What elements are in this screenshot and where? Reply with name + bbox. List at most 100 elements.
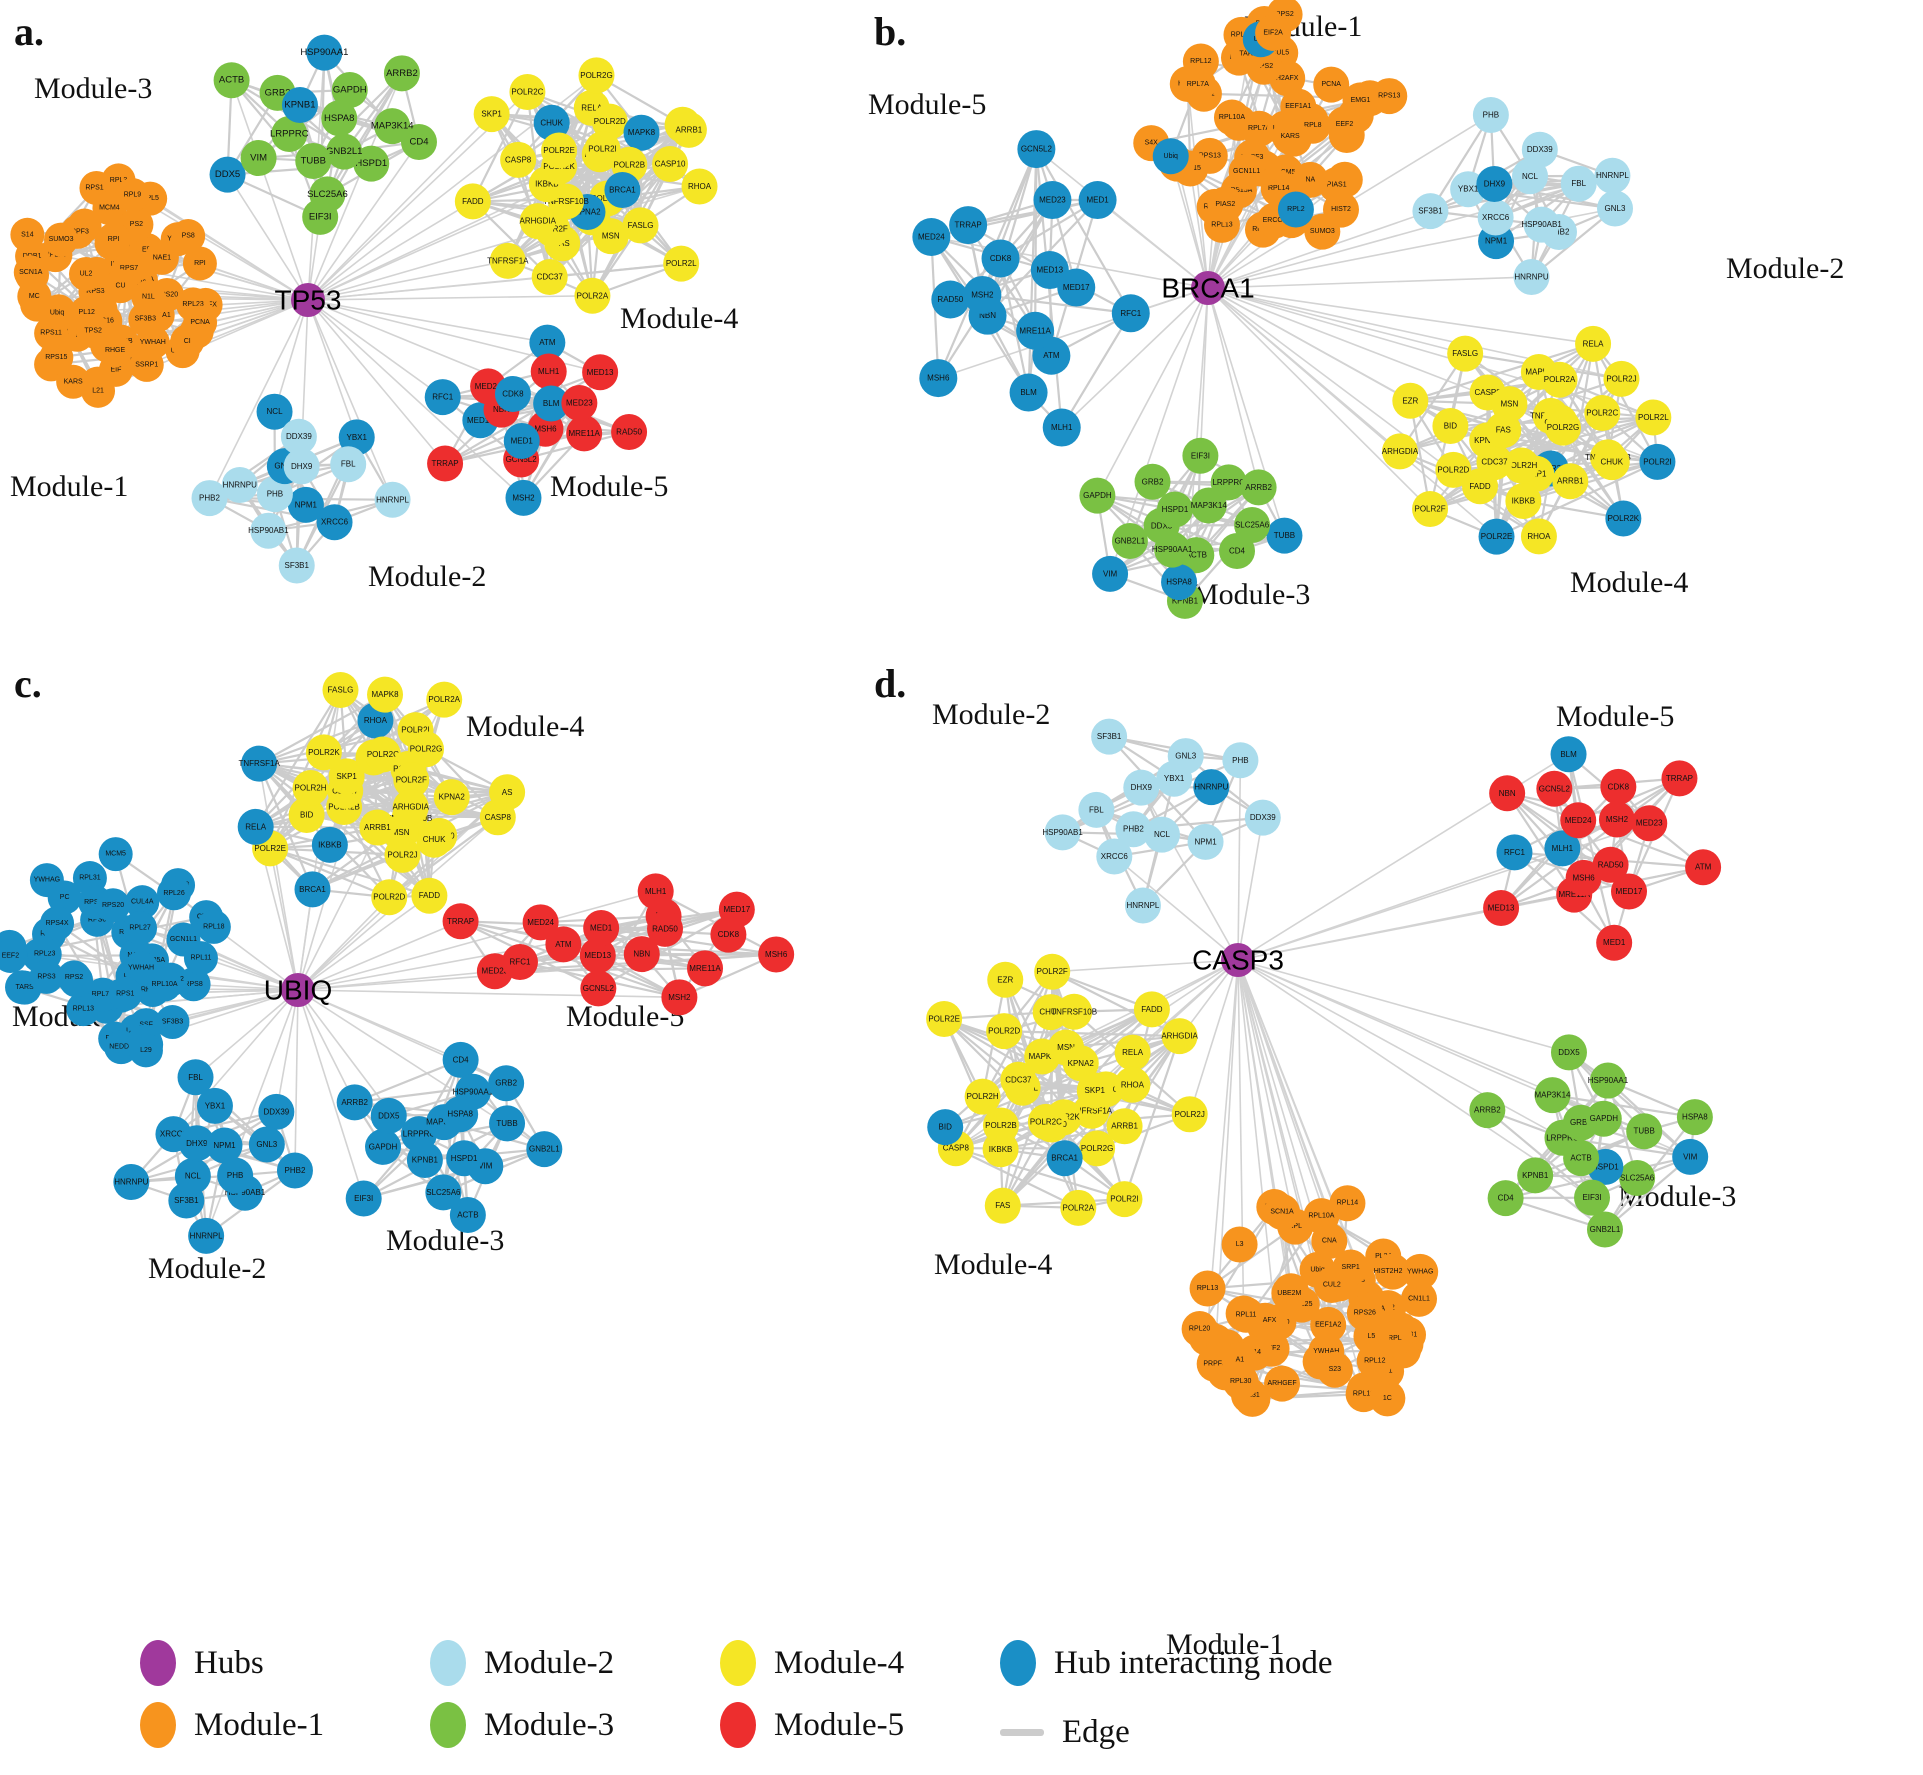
network-node[interactable]: RELA — [1114, 1034, 1151, 1071]
network-node[interactable]: ARRB1 — [1552, 463, 1589, 500]
network-node[interactable]: PC — [47, 880, 82, 915]
network-node[interactable]: IKBKB — [1505, 483, 1542, 520]
network-node[interactable]: FBL — [177, 1059, 214, 1096]
network-node[interactable]: S23 — [1316, 1351, 1353, 1388]
network-node[interactable]: POLR2F — [1412, 491, 1449, 528]
network-node[interactable]: GAPDH — [365, 1128, 402, 1165]
network-node[interactable]: ATM — [1685, 849, 1722, 886]
network-node[interactable]: CD4 — [400, 123, 437, 160]
network-node[interactable]: RPS3 — [29, 959, 64, 994]
network-node[interactable]: HNRNPU — [1513, 258, 1550, 295]
network-node[interactable]: AS — [489, 774, 526, 811]
network-node[interactable]: HSP90AA1 — [300, 34, 348, 71]
network-node[interactable]: HNRNPL — [1594, 157, 1631, 194]
network-node[interactable]: RPS20 — [96, 888, 131, 923]
network-node[interactable]: POLR2K — [305, 734, 342, 771]
network-node[interactable]: YWHAG — [1402, 1253, 1439, 1290]
network-node[interactable]: TPS2 — [76, 314, 111, 349]
network-node[interactable]: TRRAP — [442, 903, 479, 940]
network-node[interactable]: POLR2I — [584, 131, 621, 168]
network-node[interactable]: CD4 — [1487, 1180, 1524, 1217]
network-node[interactable]: NCL — [1143, 816, 1180, 853]
network-node[interactable]: TRRAP — [1661, 760, 1698, 797]
network-node[interactable]: XRCC6 — [1477, 199, 1514, 236]
network-node[interactable]: KPNB1 — [281, 87, 318, 124]
network-node[interactable]: NAE1 — [144, 240, 179, 275]
network-node[interactable]: MED24 — [522, 904, 559, 941]
network-node[interactable]: HSPA8 — [1676, 1099, 1713, 1136]
network-node[interactable]: BRCA1 — [604, 171, 641, 208]
network-node[interactable]: MRE11A — [1016, 311, 1055, 350]
network-node[interactable]: ATM — [529, 324, 566, 361]
network-node[interactable]: VIM — [240, 140, 277, 177]
network-node[interactable]: PHB — [256, 476, 293, 513]
panel-b-hub-node[interactable]: BRCA1 — [1161, 271, 1255, 305]
network-node[interactable]: POLR2E — [541, 132, 578, 169]
network-node[interactable]: DHX9 — [1123, 769, 1160, 806]
network-node[interactable]: SUMO3 — [1304, 213, 1341, 250]
network-node[interactable]: XRCC6 — [1096, 838, 1133, 875]
network-node[interactable]: POLR2D — [371, 879, 408, 916]
network-node[interactable]: CI — [170, 324, 205, 359]
network-node[interactable]: GCN1L1 — [1228, 153, 1265, 190]
network-node[interactable]: CASP8 — [500, 141, 537, 178]
network-node[interactable]: MLH1 — [1544, 830, 1581, 867]
network-node[interactable]: TRRAP — [427, 445, 464, 482]
network-node[interactable]: HIST2H2BE — [1374, 1253, 1412, 1290]
network-node[interactable]: MED24 — [1560, 802, 1597, 839]
network-node[interactable]: FADD — [1133, 991, 1170, 1028]
network-node[interactable]: DDX39 — [280, 418, 317, 455]
network-node[interactable]: MSH6 — [1565, 859, 1602, 896]
network-node[interactable]: BID — [288, 797, 325, 834]
network-node[interactable]: POLR2K — [1605, 500, 1642, 537]
network-node[interactable]: POLR2J — [384, 836, 421, 873]
network-node[interactable]: SKP1 — [473, 96, 510, 133]
network-node[interactable]: BRCA1 — [294, 871, 331, 908]
network-node[interactable]: HSP90AA1 — [1588, 1062, 1629, 1099]
network-node[interactable]: MSH6 — [919, 359, 958, 398]
network-node[interactable]: POLR2H — [292, 769, 329, 806]
network-node[interactable]: MED1 — [1078, 181, 1117, 220]
network-node[interactable]: PHB2 — [276, 1152, 313, 1189]
network-node[interactable]: MAP3K14 — [371, 108, 414, 145]
network-node[interactable]: KPNA2 — [1062, 1045, 1099, 1082]
network-node[interactable]: NBN — [1489, 775, 1526, 812]
network-node[interactable]: L3 — [1221, 1226, 1258, 1263]
network-node[interactable]: MAP3K14 — [1191, 487, 1228, 524]
network-node[interactable]: POLR2C — [509, 74, 546, 111]
network-node[interactable]: A1 — [1221, 1342, 1258, 1379]
network-node[interactable]: EEF2 — [0, 938, 28, 973]
network-node[interactable]: PIAS2 — [1207, 186, 1244, 223]
network-node[interactable]: RPS13 — [1371, 78, 1408, 115]
network-node[interactable]: MAPK8 — [367, 676, 404, 713]
network-node[interactable]: DHX9 — [1476, 165, 1513, 202]
network-node[interactable]: EZR — [987, 961, 1024, 998]
network-node[interactable]: MED13 — [579, 937, 616, 974]
network-node[interactable]: ARHGEF — [1264, 1365, 1301, 1402]
network-node[interactable]: S14 — [10, 217, 45, 252]
network-node[interactable]: SLC25A6 — [307, 176, 348, 213]
network-node[interactable]: CD4 — [1219, 532, 1256, 569]
network-node[interactable]: PHB — [1222, 742, 1259, 779]
network-node[interactable]: GRB2 — [488, 1065, 525, 1102]
network-node[interactable]: VIM — [1672, 1138, 1709, 1175]
network-node[interactable]: EZR — [1392, 382, 1429, 419]
network-node[interactable]: ARHGDIA — [1382, 433, 1419, 470]
network-node[interactable]: NPM1 — [1187, 823, 1224, 860]
network-node[interactable]: RAD50 — [611, 414, 648, 451]
network-node[interactable]: L29 — [128, 1033, 163, 1068]
network-node[interactable]: MSH2 — [661, 979, 698, 1016]
network-node[interactable]: POLR2D — [1435, 451, 1472, 488]
network-node[interactable]: MRE11A — [566, 415, 603, 452]
network-node[interactable]: NPM1 — [206, 1127, 243, 1164]
network-node[interactable]: MAP3K14 — [1534, 1077, 1571, 1114]
network-node[interactable]: POLR2F — [1034, 953, 1071, 990]
network-node[interactable]: POLR2A — [426, 681, 463, 718]
network-node[interactable]: RHOA — [681, 168, 718, 205]
network-node[interactable]: ARRB2 — [1469, 1092, 1506, 1129]
network-node[interactable]: NCL — [1512, 158, 1549, 195]
network-node[interactable]: ACTB — [213, 62, 250, 99]
network-node[interactable]: PCNA — [1313, 66, 1350, 103]
network-node[interactable]: POLR2I — [1106, 1181, 1143, 1218]
network-node[interactable]: SLC25A6 — [1619, 1160, 1656, 1197]
